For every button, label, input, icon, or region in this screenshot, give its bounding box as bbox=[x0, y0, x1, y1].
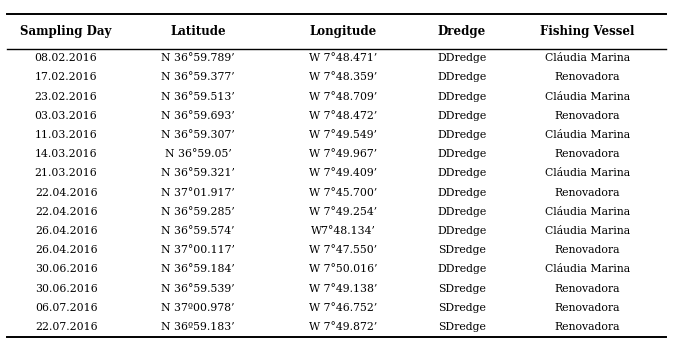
Text: DDredge: DDredge bbox=[437, 92, 487, 102]
Text: 26.04.2016: 26.04.2016 bbox=[35, 226, 98, 236]
Text: W 7°49.138’: W 7°49.138’ bbox=[309, 283, 378, 294]
Text: N 36°59.377’: N 36°59.377’ bbox=[162, 73, 235, 82]
Text: DDredge: DDredge bbox=[437, 111, 487, 121]
Text: Cláudia Marina: Cláudia Marina bbox=[544, 92, 630, 102]
Text: W 7°49.549’: W 7°49.549’ bbox=[309, 130, 377, 140]
Text: SDredge: SDredge bbox=[438, 245, 486, 255]
Text: Renovadora: Renovadora bbox=[555, 111, 620, 121]
Text: N 37°00.117’: N 37°00.117’ bbox=[161, 245, 235, 255]
Text: Renovadora: Renovadora bbox=[555, 322, 620, 332]
Text: SDredge: SDredge bbox=[438, 322, 486, 332]
Text: Renovadora: Renovadora bbox=[555, 303, 620, 313]
Text: N 37°01.917’: N 37°01.917’ bbox=[161, 188, 235, 197]
Text: W 7°45.700’: W 7°45.700’ bbox=[309, 188, 378, 197]
Text: DDredge: DDredge bbox=[437, 168, 487, 178]
Text: DDredge: DDredge bbox=[437, 188, 487, 197]
Text: 22.04.2016: 22.04.2016 bbox=[35, 188, 98, 197]
Text: 08.02.2016: 08.02.2016 bbox=[35, 53, 98, 63]
Text: N 36°59.184’: N 36°59.184’ bbox=[161, 264, 235, 274]
Text: 06.07.2016: 06.07.2016 bbox=[35, 303, 98, 313]
Text: W7°48.134’: W7°48.134’ bbox=[311, 226, 376, 236]
Text: Sampling Day: Sampling Day bbox=[20, 25, 112, 38]
Text: DDredge: DDredge bbox=[437, 207, 487, 217]
Text: N 36°59.321’: N 36°59.321’ bbox=[161, 168, 235, 178]
Text: DDredge: DDredge bbox=[437, 73, 487, 82]
Text: W 7°50.016’: W 7°50.016’ bbox=[309, 264, 378, 274]
Text: N 36°59.789’: N 36°59.789’ bbox=[162, 53, 235, 63]
Text: W 7°48.471’: W 7°48.471’ bbox=[309, 53, 378, 63]
Text: W 7°49.872’: W 7°49.872’ bbox=[309, 322, 378, 332]
Text: 30.06.2016: 30.06.2016 bbox=[35, 283, 98, 294]
Text: Cláudia Marina: Cláudia Marina bbox=[544, 130, 630, 140]
Text: N 36°59.693’: N 36°59.693’ bbox=[161, 111, 235, 121]
Text: N 36°59.05’: N 36°59.05’ bbox=[165, 149, 232, 159]
Text: Cláudia Marina: Cláudia Marina bbox=[544, 53, 630, 63]
Text: 11.03.2016: 11.03.2016 bbox=[35, 130, 98, 140]
Text: Latitude: Latitude bbox=[170, 25, 226, 38]
Text: Cláudia Marina: Cláudia Marina bbox=[544, 226, 630, 236]
Text: 22.04.2016: 22.04.2016 bbox=[35, 207, 98, 217]
Text: SDredge: SDredge bbox=[438, 283, 486, 294]
Text: DDredge: DDredge bbox=[437, 53, 487, 63]
Text: DDredge: DDredge bbox=[437, 130, 487, 140]
Text: 22.07.2016: 22.07.2016 bbox=[35, 322, 98, 332]
Text: Renovadora: Renovadora bbox=[555, 245, 620, 255]
Text: N 36°59.539’: N 36°59.539’ bbox=[162, 283, 235, 294]
Text: Renovadora: Renovadora bbox=[555, 73, 620, 82]
Text: DDredge: DDredge bbox=[437, 226, 487, 236]
Text: 17.02.2016: 17.02.2016 bbox=[35, 73, 98, 82]
Text: Cláudia Marina: Cláudia Marina bbox=[544, 207, 630, 217]
Text: Cláudia Marina: Cláudia Marina bbox=[544, 168, 630, 178]
Text: DDredge: DDredge bbox=[437, 149, 487, 159]
Text: W 7°47.550’: W 7°47.550’ bbox=[309, 245, 377, 255]
Text: W 7°49.254’: W 7°49.254’ bbox=[309, 207, 377, 217]
Text: 21.03.2016: 21.03.2016 bbox=[35, 168, 98, 178]
Text: DDredge: DDredge bbox=[437, 264, 487, 274]
Text: N 36°59.307’: N 36°59.307’ bbox=[161, 130, 235, 140]
Text: N 36°59.285’: N 36°59.285’ bbox=[161, 207, 235, 217]
Text: W 7°49.967’: W 7°49.967’ bbox=[309, 149, 377, 159]
Text: Renovadora: Renovadora bbox=[555, 188, 620, 197]
Text: N 36º59.183’: N 36º59.183’ bbox=[162, 322, 235, 332]
Text: 30.06.2016: 30.06.2016 bbox=[35, 264, 98, 274]
Text: W 7°48.359’: W 7°48.359’ bbox=[309, 73, 378, 82]
Text: W 7°48.472’: W 7°48.472’ bbox=[309, 111, 378, 121]
Text: 26.04.2016: 26.04.2016 bbox=[35, 245, 98, 255]
Text: N 37º00.978’: N 37º00.978’ bbox=[162, 303, 235, 313]
Text: Fishing Vessel: Fishing Vessel bbox=[540, 25, 635, 38]
Text: Renovadora: Renovadora bbox=[555, 149, 620, 159]
Text: N 36°59.574’: N 36°59.574’ bbox=[162, 226, 235, 236]
Text: W 7°46.752’: W 7°46.752’ bbox=[309, 303, 378, 313]
Text: 03.03.2016: 03.03.2016 bbox=[35, 111, 98, 121]
Text: 23.02.2016: 23.02.2016 bbox=[35, 92, 98, 102]
Text: Longitude: Longitude bbox=[310, 25, 377, 38]
Text: W 7°48.709’: W 7°48.709’ bbox=[309, 92, 378, 102]
Text: 14.03.2016: 14.03.2016 bbox=[35, 149, 98, 159]
Text: Cláudia Marina: Cláudia Marina bbox=[544, 264, 630, 274]
Text: Renovadora: Renovadora bbox=[555, 283, 620, 294]
Text: SDredge: SDredge bbox=[438, 303, 486, 313]
Text: Dredge: Dredge bbox=[437, 25, 486, 38]
Text: W 7°49.409’: W 7°49.409’ bbox=[309, 168, 377, 178]
Text: N 36°59.513’: N 36°59.513’ bbox=[161, 92, 235, 102]
